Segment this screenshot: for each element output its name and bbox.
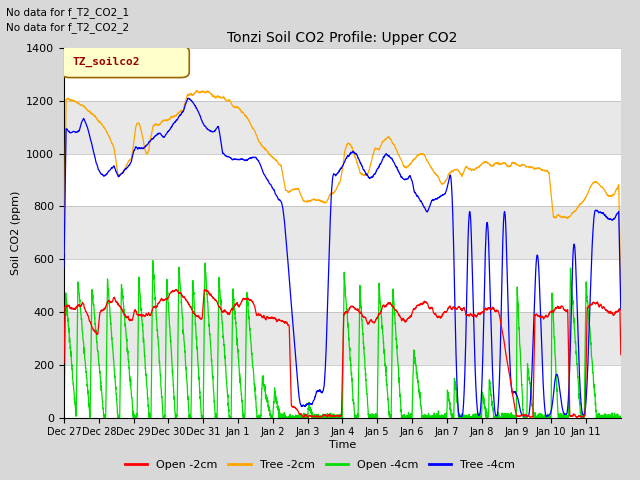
- X-axis label: Time: Time: [329, 440, 356, 450]
- Legend: Open -2cm, Tree -2cm, Open -4cm, Tree -4cm: Open -2cm, Tree -2cm, Open -4cm, Tree -4…: [120, 456, 520, 474]
- Text: No data for f_T2_CO2_1: No data for f_T2_CO2_1: [6, 7, 129, 18]
- Bar: [64, 312, 621, 365]
- Bar: [64, 48, 621, 101]
- Bar: [64, 259, 621, 312]
- Bar: [64, 154, 621, 206]
- Bar: [64, 365, 621, 418]
- FancyBboxPatch shape: [61, 46, 189, 78]
- Bar: [64, 101, 621, 154]
- Title: Tonzi Soil CO2 Profile: Upper CO2: Tonzi Soil CO2 Profile: Upper CO2: [227, 32, 458, 46]
- Y-axis label: Soil CO2 (ppm): Soil CO2 (ppm): [11, 191, 20, 275]
- Text: TZ_soilco2: TZ_soilco2: [72, 57, 140, 67]
- Bar: [64, 206, 621, 259]
- Text: No data for f_T2_CO2_2: No data for f_T2_CO2_2: [6, 22, 129, 33]
